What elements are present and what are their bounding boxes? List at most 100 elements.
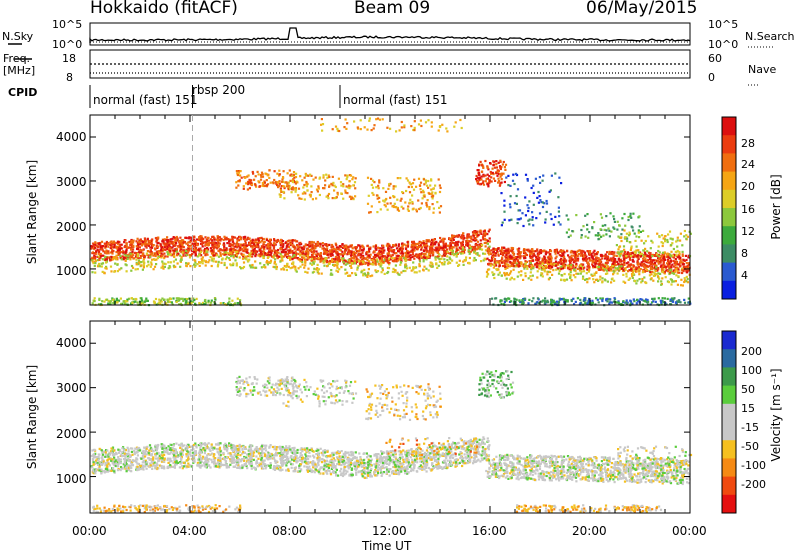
power-cell <box>249 252 252 255</box>
power-cell <box>216 254 219 257</box>
power-cell <box>613 259 616 262</box>
power-cell <box>183 241 187 244</box>
power-cell <box>280 268 283 271</box>
power-cell <box>479 246 482 249</box>
power-cell <box>396 177 399 180</box>
cpid-segment-1: normal (fast) 151 <box>93 93 198 107</box>
power-cell <box>590 253 593 256</box>
power-cell <box>505 253 508 256</box>
power-cell <box>415 271 418 274</box>
power-cell <box>498 262 501 265</box>
power-cell <box>507 247 510 250</box>
power-cell <box>477 177 480 180</box>
power-cell <box>615 254 618 257</box>
power-cell <box>255 253 258 256</box>
power-cell <box>317 257 320 260</box>
power-cell <box>263 181 266 184</box>
power-cell <box>426 249 429 252</box>
power-cell <box>419 206 422 210</box>
power-cell <box>204 236 207 239</box>
power-cell <box>362 274 365 277</box>
power-cell <box>567 218 570 221</box>
power-cell <box>361 259 364 262</box>
power-cell <box>259 174 263 177</box>
power-cell <box>422 244 425 247</box>
power-cell <box>254 250 257 253</box>
power-cell <box>420 255 423 258</box>
power-cell <box>549 250 553 253</box>
power-cell <box>259 241 262 244</box>
power-cell <box>328 253 331 256</box>
power-cell <box>380 271 383 274</box>
power-cell <box>669 271 672 274</box>
power-cell <box>501 221 504 224</box>
power-cell <box>436 266 439 269</box>
power-cell <box>154 254 157 258</box>
power-cell <box>487 168 490 171</box>
power-cell <box>626 237 629 240</box>
power-cell <box>486 268 490 271</box>
power-cell <box>325 259 328 263</box>
power-cell <box>307 174 310 177</box>
power-cell <box>580 270 583 273</box>
power-cell <box>257 180 260 183</box>
power-cell <box>117 248 120 251</box>
power-cell <box>217 244 220 247</box>
power-cell <box>382 187 385 190</box>
power-cell <box>211 259 214 262</box>
power-cell <box>110 246 113 249</box>
power-cell <box>608 269 611 272</box>
power-cell <box>661 277 664 280</box>
power-cell <box>530 186 533 190</box>
power-cell <box>304 172 307 175</box>
power-cell <box>294 267 297 271</box>
power-cell <box>388 245 391 248</box>
power-cell <box>530 256 533 259</box>
power-cell <box>198 261 201 264</box>
power-cell <box>371 191 374 195</box>
power-cell <box>404 259 407 262</box>
power-cell <box>422 258 425 261</box>
power-cell <box>665 269 668 272</box>
power-cell <box>248 187 251 190</box>
power-cell <box>110 256 113 259</box>
power-cell <box>622 254 625 257</box>
power-cell <box>301 263 304 266</box>
power-cell <box>301 179 304 182</box>
power-cell <box>304 192 307 195</box>
power-cell <box>350 197 353 201</box>
power-cell <box>523 254 527 257</box>
power-cell <box>365 251 368 255</box>
power-cell <box>309 173 312 176</box>
power-cell <box>612 270 615 273</box>
power-cell <box>635 235 638 238</box>
power-cell <box>254 255 257 258</box>
power-cell <box>239 266 242 269</box>
power-cell <box>488 175 491 178</box>
power-cell <box>361 251 364 254</box>
power-cell <box>141 249 144 252</box>
power-cell <box>130 256 133 259</box>
power-cell <box>480 170 484 173</box>
power-cell <box>597 265 601 268</box>
power-cell <box>194 252 197 256</box>
power-cell <box>260 239 263 242</box>
power-cell <box>524 272 527 275</box>
power-cell <box>199 251 202 254</box>
power-cell <box>538 267 541 270</box>
power-cell <box>482 183 486 186</box>
power-cell <box>352 260 355 263</box>
power-cell <box>611 277 614 280</box>
power-cell <box>506 251 509 254</box>
power-cell <box>179 243 182 246</box>
power-cell <box>432 242 435 245</box>
power-cell <box>524 173 528 176</box>
power-cell <box>512 251 515 254</box>
power-cell <box>204 254 207 257</box>
power-cell <box>537 190 540 194</box>
power-cell <box>365 253 368 256</box>
power-cell <box>308 256 312 259</box>
power-cell <box>570 264 573 267</box>
power-cell <box>606 266 610 269</box>
power-cell <box>339 258 342 262</box>
